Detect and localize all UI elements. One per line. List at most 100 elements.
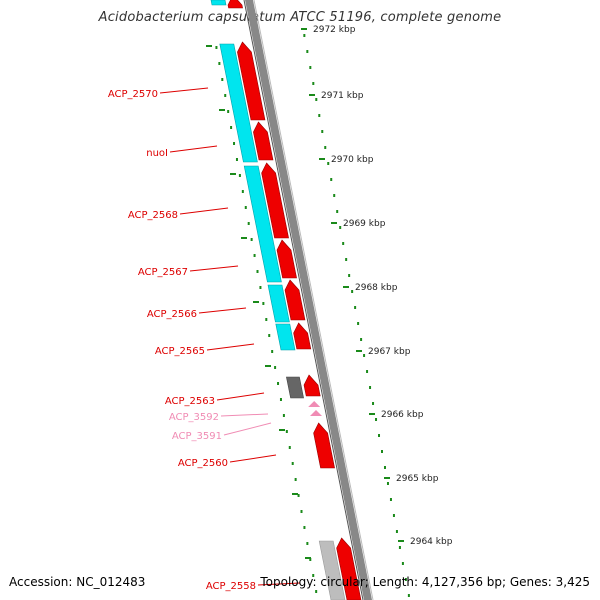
cog-segment (219, 43, 258, 163)
scale-tick (279, 398, 282, 401)
scale-tick (306, 542, 309, 545)
label-leaders (159, 87, 301, 586)
scale-tick (274, 366, 277, 369)
label-leader-line (159, 87, 209, 94)
scale-tick (253, 254, 256, 257)
label-leader-line (169, 145, 218, 153)
pseudo-segment (286, 376, 304, 399)
scale-labels: 2972 kbp 2971 kbp 2970 kbp 2969 kbp 2968 kbp… (301, 25, 453, 547)
scale-tick (381, 450, 383, 453)
backbone-band (245, 0, 372, 600)
scale-tick (244, 206, 247, 209)
gene-labels: ACP_2570 nuoI ACP_2568 ACP_2567 ACP_2566 ACP_… (108, 89, 256, 592)
scale-tick (345, 258, 348, 261)
scale-tick (221, 78, 224, 81)
genome-stats: Topology: circular; Length: 4,127,356 bp… (260, 575, 590, 589)
gene-label: ACP_2565 (155, 346, 205, 357)
gene-label: ACP_2570 (108, 89, 158, 100)
cog-track (210, 0, 346, 600)
scale-tick (357, 322, 360, 325)
scale-tick (404, 578, 407, 581)
scale-tick (235, 158, 238, 161)
gene-label: ACP_2563 (165, 396, 215, 407)
scale-tick (315, 590, 318, 593)
scale-tick (395, 530, 398, 533)
scale-tick (285, 430, 288, 433)
scale-tick (315, 98, 318, 101)
scale-tick (318, 114, 321, 117)
scale-tick (321, 130, 324, 133)
gene-label: ACP_3592 (169, 412, 219, 423)
outer-scale-ticks (303, 34, 410, 597)
scale-tick (256, 270, 259, 273)
label-leader-line (198, 307, 247, 314)
scale-tick (294, 478, 297, 481)
scale-tick (372, 402, 375, 405)
scale-tick (271, 350, 274, 353)
scale-label: 2970 kbp (331, 155, 374, 165)
accession-text: Accession: NC_012483 (9, 575, 146, 589)
gene-label: ACP_2567 (138, 267, 188, 278)
label-leader-line (223, 422, 272, 436)
backbone-highlight (253, 0, 374, 600)
scale-tick (303, 526, 306, 529)
cog-segment (210, 0, 227, 6)
scale-tick (250, 238, 253, 241)
scale-label: 2966 kbp (381, 410, 424, 420)
gene-label: ACP_2558 (206, 581, 256, 592)
scale-tick (288, 446, 291, 449)
scale-tick (330, 178, 333, 181)
scale-tick (224, 94, 227, 97)
gene-label: ACP_2560 (178, 458, 228, 469)
scale-tick (366, 370, 369, 373)
scale-tick (309, 66, 312, 69)
scale-tick (378, 434, 381, 437)
cog-segment (275, 323, 296, 351)
scale-tick (351, 290, 354, 293)
scale-tick (398, 546, 401, 549)
scale-tick (369, 386, 372, 389)
label-leader-line (206, 343, 255, 351)
backbone (243, 0, 374, 600)
scale-tick (233, 142, 236, 145)
scale-label: 2969 kbp (343, 219, 386, 229)
scale-tick (306, 50, 309, 53)
label-leader-line (220, 413, 269, 417)
scale-tick (401, 562, 404, 565)
label-leader-line (229, 454, 277, 463)
cds-arrow (261, 162, 289, 239)
scale-tick (333, 194, 336, 197)
scale-tick (227, 110, 230, 113)
scale-label: 2971 kbp (321, 91, 364, 101)
scale-tick (241, 190, 244, 193)
gene-label: nuoI (146, 148, 168, 159)
scale-tick (218, 62, 221, 65)
scale-tick (277, 382, 280, 385)
scale-tick (354, 306, 357, 309)
scale-tick (327, 162, 330, 165)
scale-tick (259, 286, 262, 289)
scale-tick (383, 466, 386, 469)
rna-mark (310, 410, 322, 416)
cds-arrow (227, 0, 243, 9)
label-leader-line (216, 392, 265, 401)
scale-tick (238, 174, 241, 177)
cds-track (227, 0, 362, 600)
scale-tick (342, 242, 345, 245)
gene-label: ACP_2566 (147, 309, 197, 320)
scale-label: 2967 kbp (368, 347, 411, 357)
scale-tick (348, 274, 351, 277)
cog-segment (267, 284, 290, 323)
cds-arrow (253, 121, 274, 161)
scale-tick (312, 82, 315, 85)
label-leader-line (179, 207, 229, 215)
scale-label: 2972 kbp (313, 25, 356, 35)
scale-tick (262, 302, 265, 305)
scale-tick (336, 210, 339, 213)
scale-tick (215, 46, 218, 49)
scale-tick (407, 594, 410, 597)
scale-tick (312, 574, 315, 577)
scale-label: 2964 kbp (410, 537, 453, 547)
